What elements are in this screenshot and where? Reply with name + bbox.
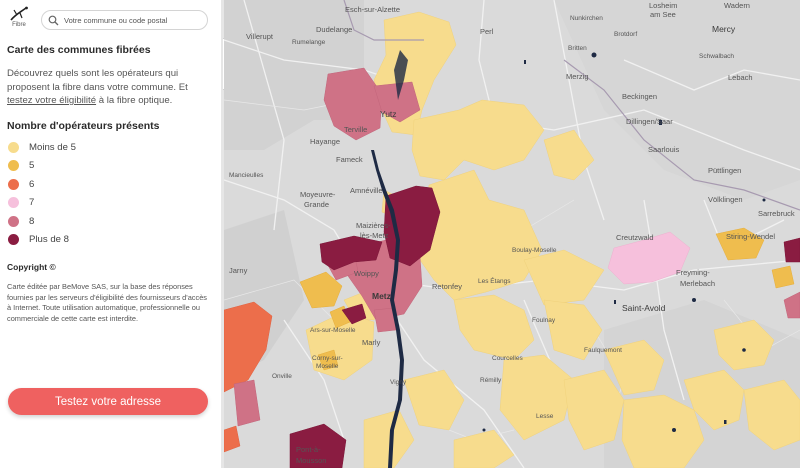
place-label: am See [650,10,676,19]
logo-text: Fibre [12,22,26,28]
place-label: Rumelange [292,39,326,46]
page-title: Carte des communes fibrées [7,44,151,56]
place-label: Beckingen [622,92,658,101]
legend-swatch [8,141,19,153]
legend-label: 6 [29,178,35,190]
place-label: Pont-à- [296,445,321,454]
place-label: Mousson [296,456,327,465]
place-label: Ars-sur-Moselle [310,327,356,334]
place-label: Mercy [712,24,736,34]
test-address-button[interactable]: Testez votre adresse [8,388,208,415]
place-label: Püttlingen [708,166,742,175]
legend-swatch [8,197,19,209]
place-label: Lesse [536,413,554,420]
place-label: Britten [568,45,587,52]
place-label: Dillingen/Saar [626,117,673,126]
copyright-title: Copyright © [7,262,56,272]
place-label: Perl [480,27,494,36]
search-input[interactable] [64,13,202,28]
place-label: Mancieulles [229,172,264,179]
legend-swatch [8,215,19,227]
map[interactable]: Esch-sur-Alzette Dudelange Villerupt Rum… [224,0,800,468]
place-label: Jarny [229,266,248,275]
place-label: Merzig [566,72,589,81]
legend-label: Moins de 5 [29,141,76,153]
place-label: Onville [272,373,292,380]
place-label: Hayange [310,137,341,146]
legend-item: 5 [8,157,76,176]
copyright-text: Carte éditée par BeMove SAS, sur la base… [7,282,208,323]
place-label: Nunkirchen [570,15,603,22]
legend-item: Plus de 8 [8,231,76,250]
place-label: Saarlouis [648,145,680,154]
place-label: Courcelles [492,355,523,362]
place-label: Metz [372,291,391,301]
panel-divider [221,0,224,468]
legend-label: 5 [29,160,35,172]
legend-label: 8 [29,215,35,227]
place-label: Retonfey [432,282,463,291]
place-label: Brotdorf [614,31,638,38]
place-label: Grande [304,200,330,209]
place-label: Foulnay [532,317,556,324]
search-icon [48,15,59,26]
place-label: Woippy [354,269,379,278]
legend: Moins de 5 5 6 7 8 Plus de 8 [8,138,76,249]
place-label: Creutzwald [616,233,654,242]
place-label: Lebach [728,73,753,82]
legend-item: 8 [8,212,76,231]
legend-label: Plus de 8 [29,234,70,246]
place-label: Fameck [336,155,363,164]
place-label: Faulquemont [584,347,622,354]
logo[interactable]: Fibre [6,6,32,34]
legend-label: 7 [29,197,35,209]
legend-item: 6 [8,175,76,194]
place-label: Maizières- [356,221,391,230]
place-label: Boulay-Moselle [512,247,557,254]
legend-title: Nombre d'opérateurs présents [7,120,160,132]
place-label: Terville [344,125,368,134]
top-bar: Fibre [0,0,222,36]
eligibility-link[interactable]: testez votre éligibilité [7,95,97,106]
map-canvas[interactable] [224,0,800,468]
place-label: Schwalbach [699,53,735,60]
place-label: Amnéville [350,186,383,195]
place-label: Les Étangs [478,278,511,285]
description-text-end: à la fibre optique. [96,95,173,106]
place-label: Corny-sur- [312,355,343,362]
legend-swatch [8,160,19,172]
place-label: Marly [362,338,381,347]
place-label: Rémilly [480,377,502,384]
legend-item: 7 [8,194,76,213]
place-label: Yutz [380,109,397,119]
place-label: Losheim [649,1,678,10]
place-label: Wadern [724,1,750,10]
search-box[interactable] [41,10,208,30]
place-label: Moselle [316,363,339,370]
place-label: Saint-Avold [622,303,666,313]
place-label: Dudelange [316,25,353,34]
place-label: Stiring-Wendel [726,232,776,241]
place-label: Vigny [390,379,407,386]
place-label: Merlebach [680,279,716,288]
place-label: Moyeuvre- [300,190,336,199]
place-label: Sarrebruck [758,209,795,218]
place-label: Villerupt [246,32,273,41]
place-label: Esch-sur-Alzette [345,5,401,14]
description-text: Découvrez quels sont les opérateurs qui … [7,68,188,93]
place-label: Freyming- [676,268,710,277]
place-label: lès-Metz [360,231,389,240]
sidebar: Fibre Carte des communes fibrées Découvr… [0,0,222,468]
legend-swatch [8,178,19,190]
fibre-logo-icon [10,6,28,21]
legend-swatch [8,234,19,246]
place-label: Völklingen [708,195,743,204]
legend-item: Moins de 5 [8,138,76,157]
description: Découvrez quels sont les opérateurs qui … [7,67,207,108]
